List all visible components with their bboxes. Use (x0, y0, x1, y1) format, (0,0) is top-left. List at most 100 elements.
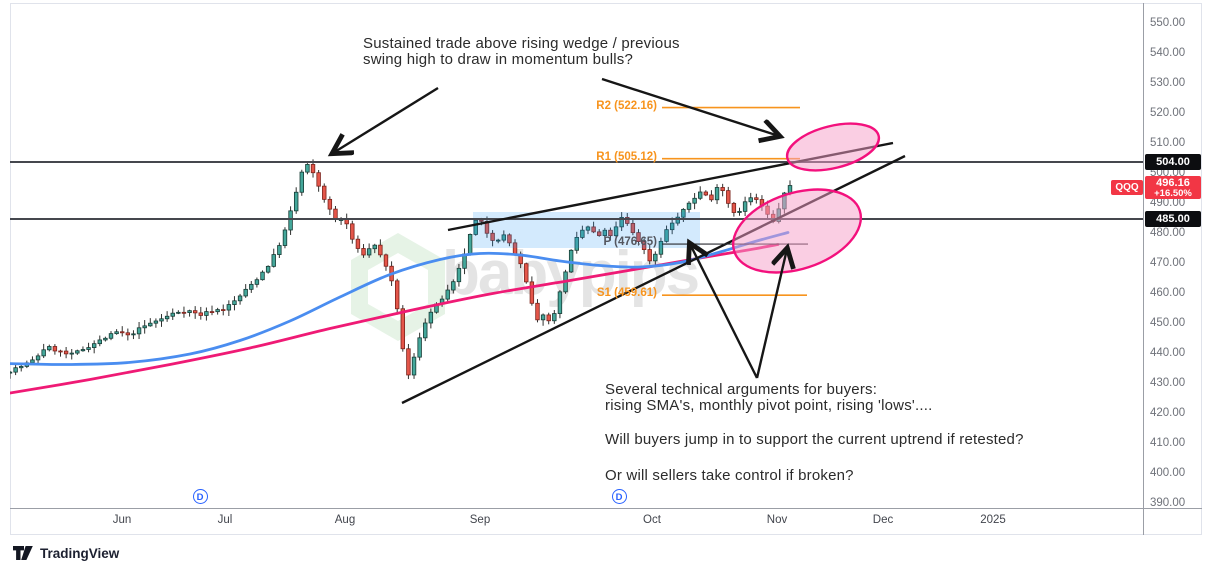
candle (462, 248, 467, 275)
time-axis-separator[interactable] (10, 508, 1202, 509)
bottom-annotation-note-1[interactable]: Several technical arguments for buyers: … (605, 381, 933, 414)
price-tick-label: 470.00 (1150, 257, 1186, 269)
price-tick-label: 400.00 (1150, 467, 1186, 479)
candle (754, 193, 759, 204)
highlight-ellipse (731, 188, 863, 274)
candle (120, 326, 125, 337)
candle (613, 221, 619, 241)
time-tick-label: Oct (643, 514, 661, 526)
candle (209, 305, 215, 316)
highlight-ellipses (731, 122, 881, 274)
candle (19, 364, 24, 372)
bottom-annotation-note-3[interactable]: Or will sellers take control if broken? (605, 467, 854, 484)
price-tick-label: 410.00 (1150, 437, 1186, 449)
candle (490, 230, 495, 247)
tradingview-logo-icon (13, 546, 33, 560)
footer-brand-text: TradingView (40, 545, 120, 561)
daily-event-marker[interactable]: D (611, 489, 627, 504)
candle (35, 353, 41, 364)
candle (86, 342, 91, 353)
highlight-ellipse (785, 122, 881, 172)
candle (344, 213, 349, 230)
candle (103, 336, 108, 342)
candle (552, 310, 557, 324)
candle (198, 306, 203, 320)
candle (619, 212, 624, 232)
annotation-arrow (755, 249, 787, 379)
time-tick-label: Jul (217, 514, 233, 526)
candle (496, 238, 501, 244)
tradingview-footer-link[interactable]: TradingView (12, 544, 119, 562)
candle (669, 217, 675, 235)
annotation-arrow (601, 77, 779, 136)
candle (47, 344, 52, 352)
candle (428, 308, 434, 329)
candle (226, 300, 232, 317)
candle (742, 196, 748, 217)
candle (10, 370, 13, 379)
candle (417, 332, 422, 361)
candle (243, 284, 248, 298)
time-tick-label: Jun (112, 514, 132, 526)
candle (580, 225, 585, 240)
level-price-tag: 485.00 (1145, 211, 1201, 227)
candle (664, 225, 669, 243)
candle (322, 183, 327, 203)
bottom-annotation-note-2[interactable]: Will buyers jump in to support the curre… (605, 431, 1024, 448)
candle (293, 187, 299, 214)
candle (372, 243, 377, 254)
candle (265, 265, 271, 274)
candle (271, 248, 276, 268)
candle (52, 344, 58, 355)
candle (91, 340, 97, 354)
time-tick-label: Aug (334, 514, 356, 526)
candle (709, 190, 714, 202)
candle (698, 186, 703, 201)
price-tick-label: 420.00 (1150, 407, 1186, 419)
candle (394, 278, 400, 315)
candle (41, 343, 46, 359)
candle (249, 281, 254, 293)
candle (187, 309, 192, 317)
candle (254, 277, 260, 288)
price-tick-label: 510.00 (1150, 137, 1186, 149)
candle (204, 307, 209, 321)
time-tick-label: 2025 (980, 514, 1006, 526)
time-tick-label: Sep (469, 514, 491, 526)
candle (164, 311, 170, 322)
top-annotation-note[interactable]: Sustained trade above rising wedge / pre… (363, 35, 680, 68)
candle (350, 220, 355, 244)
price-tick-label: 390.00 (1150, 497, 1186, 509)
candle (641, 238, 647, 255)
candle (597, 229, 602, 237)
price-axis-separator[interactable] (1143, 3, 1144, 535)
candle (658, 237, 664, 258)
pivot-label-R1: R1 (505.12) (596, 150, 657, 163)
candle (181, 306, 187, 318)
candles-layer (10, 159, 793, 380)
candle (114, 329, 119, 335)
candle (136, 321, 142, 340)
candle (692, 193, 697, 210)
pivot-label-S1: S1 (459.61) (596, 287, 657, 300)
annotation-arrow (690, 244, 759, 379)
last-price-tag: 496.16 +16.50% (1145, 175, 1201, 199)
price-tick-label: 450.00 (1150, 317, 1186, 329)
daily-event-marker[interactable]: D (192, 489, 208, 504)
candle (316, 169, 321, 192)
candle (630, 219, 636, 236)
price-tick-label: 530.00 (1150, 77, 1186, 89)
candle (737, 207, 742, 216)
time-tick-label: Nov (766, 514, 788, 526)
candle (591, 221, 596, 234)
candle (153, 318, 159, 328)
candle (355, 235, 361, 253)
candle (529, 276, 535, 306)
candle (731, 201, 737, 217)
candle (378, 239, 383, 258)
price-tick-label: 430.00 (1150, 377, 1186, 389)
candle (260, 270, 265, 281)
candle (608, 227, 613, 241)
